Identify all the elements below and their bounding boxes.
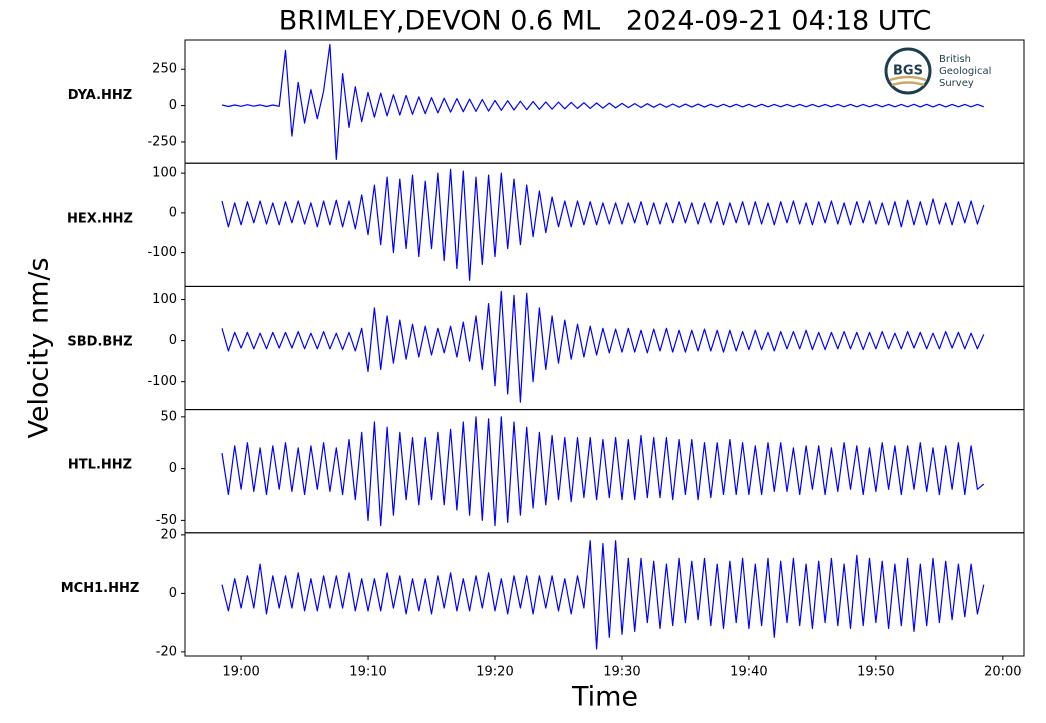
logo-ring [884, 47, 932, 95]
panel-frame [184, 285, 1025, 411]
y-tick-label: -250 [147, 134, 177, 149]
x-tick-label: 20:00 [984, 665, 1021, 680]
panel-frame [184, 532, 1025, 657]
y-tick-label: 0 [169, 461, 177, 476]
y-tick-label: -100 [147, 245, 177, 260]
station-label: SBD.BHZ [67, 335, 132, 350]
y-tick-label: 0 [169, 205, 177, 220]
trace [221, 290, 985, 403]
y-tick-label: 100 [152, 292, 177, 307]
panel-frame [184, 162, 1025, 287]
y-tick-label: 20 [160, 527, 177, 542]
chart-title: BRIMLEY,DEVON 0.6 ML 2024-09-21 04:18 UT… [279, 6, 932, 37]
trace [221, 168, 985, 281]
x-axis-label: Time [571, 682, 638, 713]
logo-text: Geological [939, 66, 991, 77]
logo: BGS British Geological Survey [884, 47, 991, 95]
x-tick-label: 19:30 [603, 665, 640, 680]
logo-text: Survey [939, 78, 974, 89]
x-tick-label: 19:00 [222, 665, 259, 680]
trace [221, 416, 985, 527]
logo-mark: BGS [893, 64, 923, 79]
x-tick-label: 19:20 [476, 665, 513, 680]
y-tick-label: 0 [169, 98, 177, 113]
x-tick-label: 19:40 [730, 665, 767, 680]
y-tick-label: 250 [152, 62, 177, 77]
x-tick-label: 19:10 [349, 665, 386, 680]
trace [221, 540, 985, 650]
y-tick-label: 0 [169, 333, 177, 348]
y-tick-label: -20 [156, 644, 177, 659]
x-tick-label: 19:50 [857, 665, 894, 680]
station-label: HTL.HHZ [68, 458, 132, 473]
station-label: DYA.HHZ [68, 88, 132, 103]
trace [221, 43, 985, 160]
y-tick-label: -100 [147, 374, 177, 389]
station-label: HEX.HHZ [67, 211, 133, 226]
logo-waves [889, 75, 927, 87]
station-label: MCH1.HHZ [61, 581, 140, 596]
y-tick-label: 50 [160, 409, 177, 424]
y-tick-label: -50 [156, 513, 177, 528]
y-tick-label: 0 [169, 586, 177, 601]
logo-text: British [939, 54, 971, 65]
y-tick-label: 100 [152, 166, 177, 181]
y-axis-label: Velocity nm/s [24, 257, 55, 438]
